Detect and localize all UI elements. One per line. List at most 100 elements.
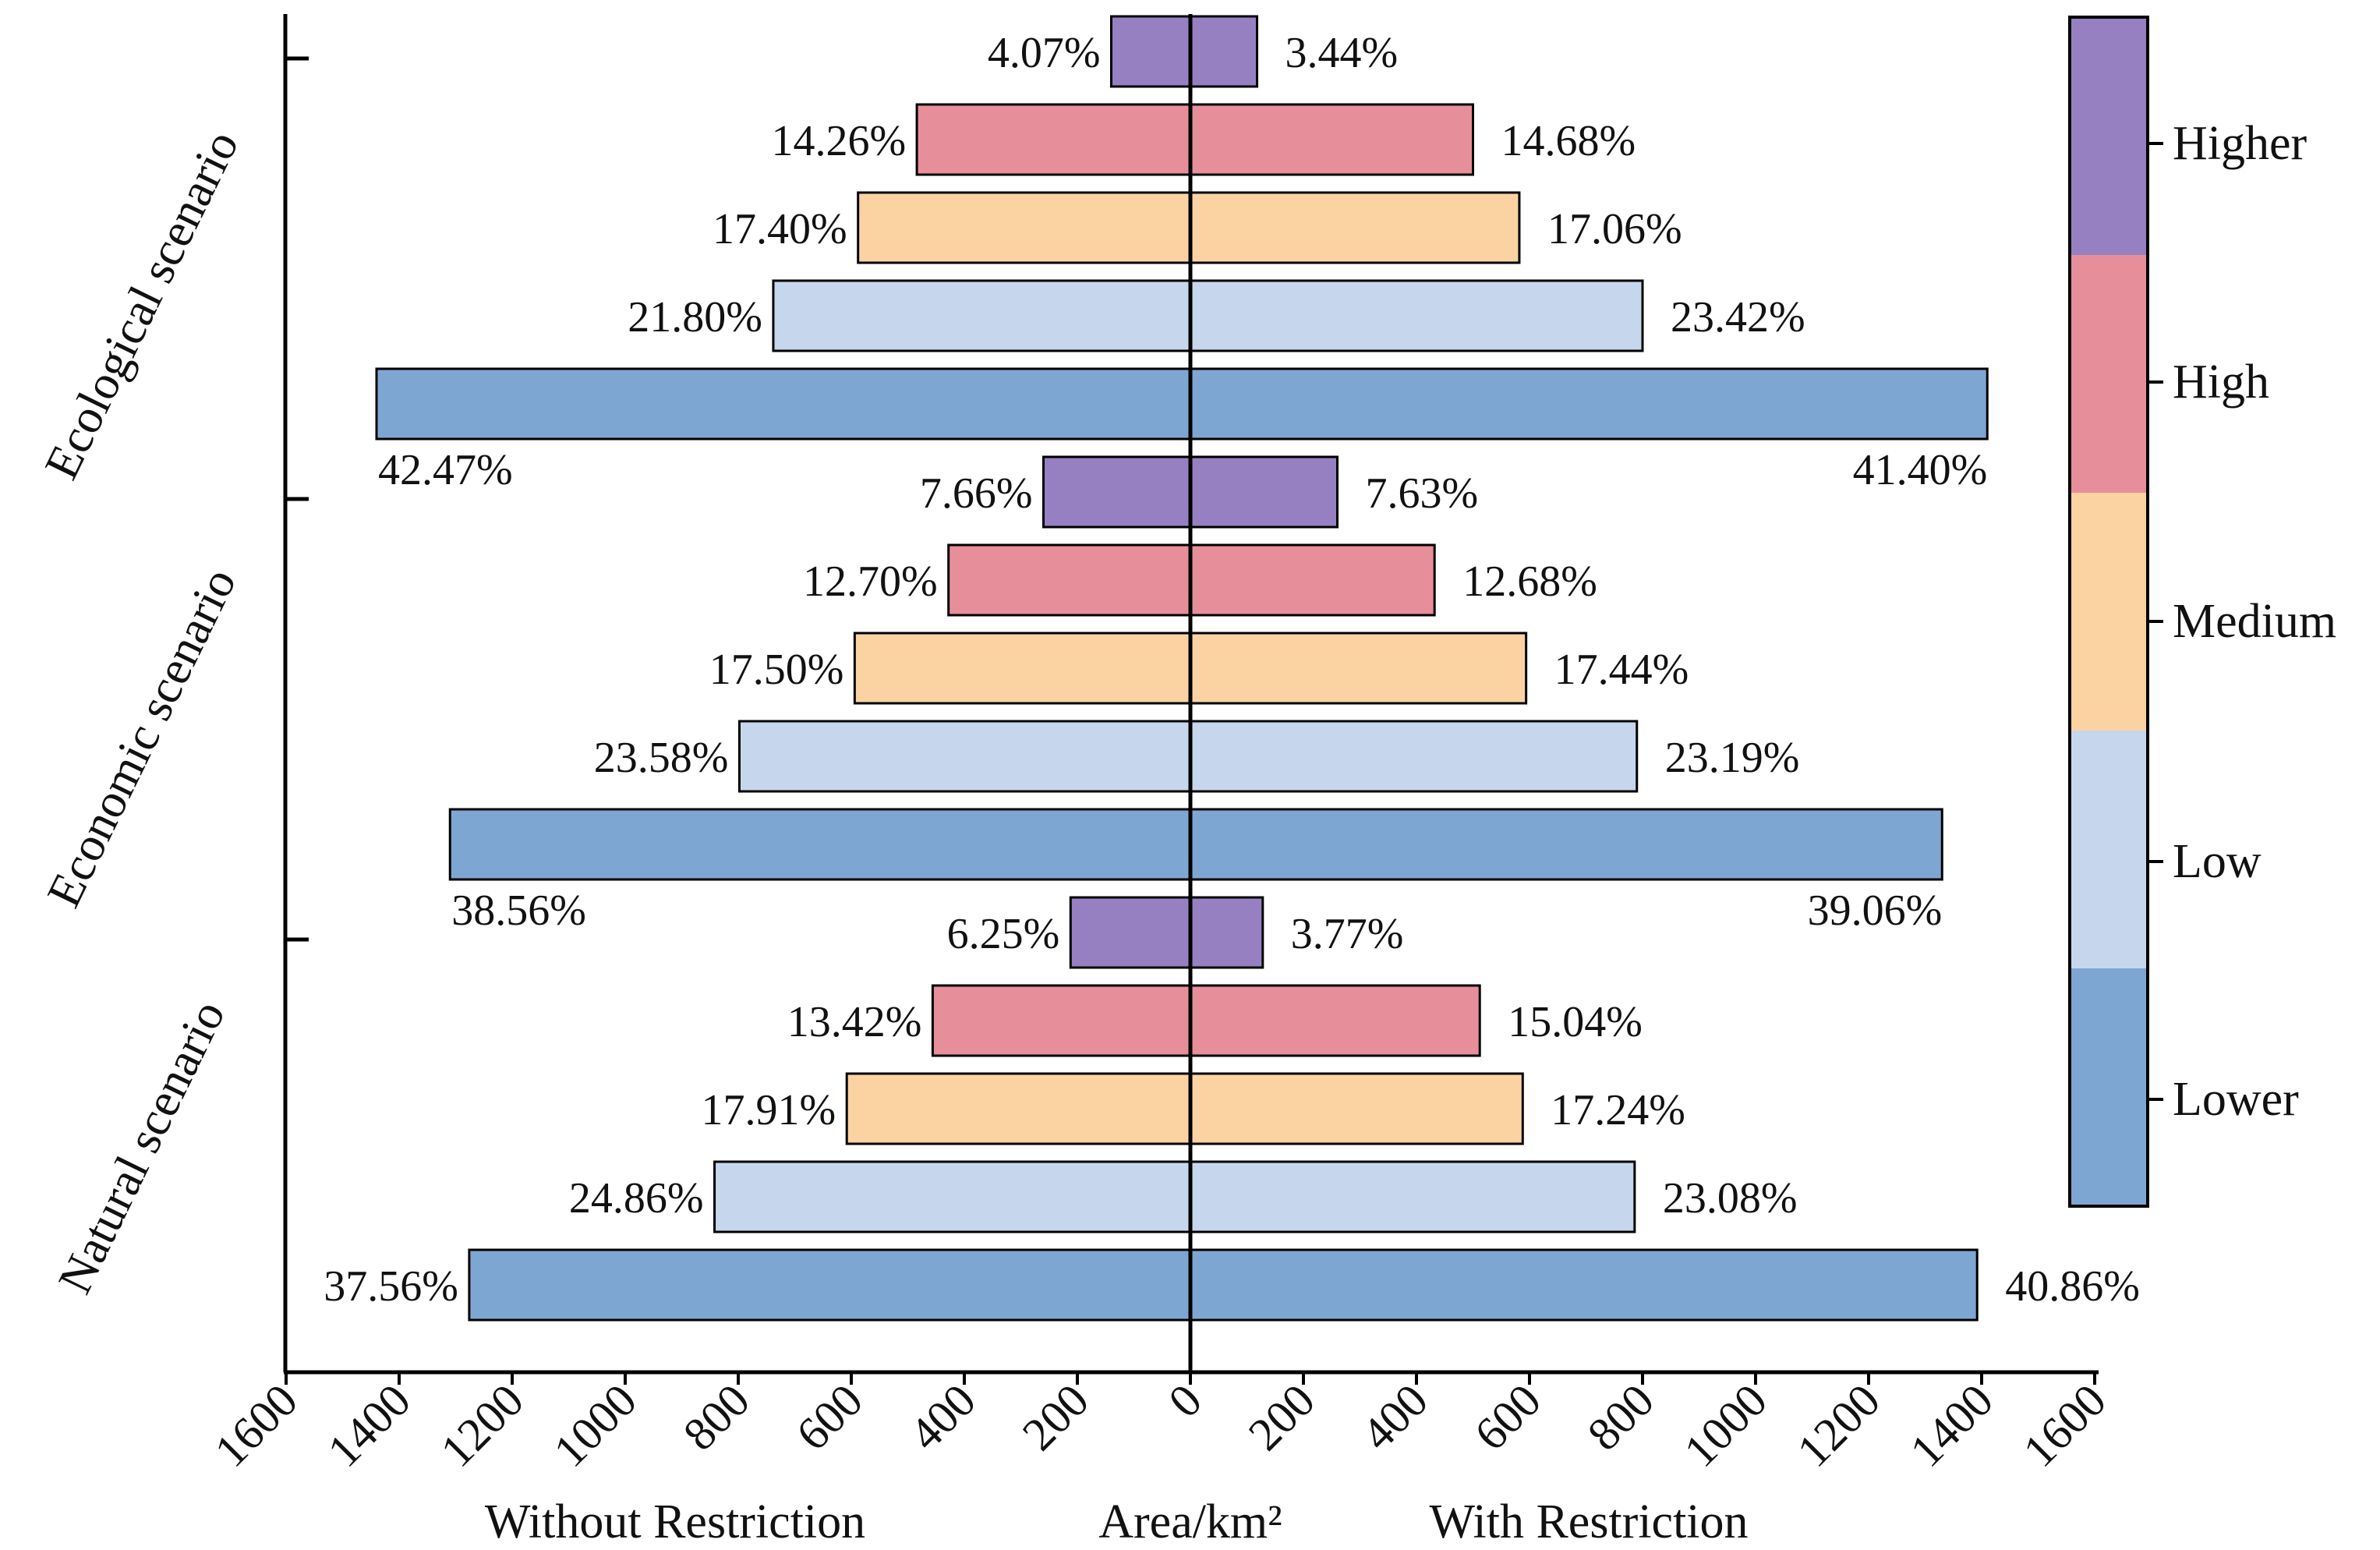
scenario-1-high-with-bar [1189,543,1436,617]
scenario-2-high-with-bar [1189,984,1481,1057]
scenario-label: Economic scenario [37,561,247,915]
legend-swatch-high [2070,255,2148,493]
x-tick-label: 1600 [205,1375,308,1477]
scenario-2-low-without-bar [713,1160,1192,1233]
legend-swatch-medium [2070,493,2148,731]
scenario-2-lower-without-label: 37.56% [324,1262,458,1311]
legend-frame [2068,16,2149,1208]
legend: Higher High Medium Low Lower [2068,16,2336,1208]
scenario-2-higher-with-label: 3.77% [1291,910,1404,958]
scenario-0-high-without-bar [915,103,1192,176]
scenario-2-low-with-label: 23.08% [1663,1174,1798,1223]
scenario-0-low-without-label: 21.80% [628,293,762,341]
scenario-0-medium-without-label: 17.40% [713,205,847,253]
scenario-2-lower-with-label: 40.86% [2005,1262,2140,1311]
scenario-1-medium-without-label: 17.50% [709,646,844,694]
axes-layer [283,14,2099,1375]
scenario-1-higher-without-label: 7.66% [920,469,1033,518]
scenario-0-higher-without-label: 4.07% [988,29,1101,77]
scenario-2-lower-without-bar [468,1248,1192,1322]
scenario-1-medium-with-bar [1189,632,1528,705]
x-tick-label: 1000 [544,1375,647,1477]
legend-swatch-low [2070,731,2148,968]
scenario-2-higher-with-bar [1189,896,1264,969]
scenario-1-lower-with-bar [1189,808,1943,881]
right-axis-title: With Restriction [1429,1495,1748,1548]
scenario-0-lower-with-label: 41.40% [1853,446,1988,494]
scenario-2-higher-without-label: 6.25% [947,910,1060,958]
scenario-1-low-without-bar [737,720,1192,793]
scenario-1-high-without-label: 12.70% [803,557,938,606]
scenario-1-lower-with-label: 39.06% [1808,886,1943,935]
scenario-2-higher-without-bar [1069,896,1192,969]
x-tick-label: 1200 [1788,1375,1890,1477]
x-tick-label: 600 [1465,1375,1551,1460]
scenario-1-high-with-label: 12.68% [1462,557,1597,606]
x-tick-label: 200 [1013,1375,1098,1460]
scenario-1-higher-with-label: 7.63% [1366,469,1479,518]
scenario-0-high-with-bar [1189,103,1474,176]
x-axis-title: Area/km² [1098,1495,1282,1548]
x-tick-label: 200 [1239,1375,1324,1460]
x-tick-label: 1000 [1674,1375,1777,1477]
x-tick-label: 400 [900,1375,985,1460]
x-tick-label: 400 [1352,1375,1438,1460]
scenario-0-medium-with-bar [1189,191,1521,264]
bars-layer [375,15,1989,1322]
scenario-1-low-without-label: 23.58% [594,734,729,782]
scenario-1-medium-with-label: 17.44% [1554,646,1689,694]
legend-label-higher: Higher [2173,117,2308,170]
scenario-2-medium-without-bar [845,1072,1192,1145]
x-tick-label: 600 [787,1375,872,1460]
scenario-1-high-without-bar [947,543,1192,617]
scenario-2-medium-without-label: 17.91% [702,1086,836,1134]
scenario-0-low-without-bar [772,279,1192,352]
x-tick-label: 800 [1578,1375,1664,1460]
x-tick-label: 1400 [318,1375,421,1477]
scenario-2-high-without-label: 13.42% [787,998,922,1046]
legend-label-lower: Lower [2173,1073,2299,1126]
x-tick-label: 0 [1158,1375,1211,1428]
scenario-label: Ecological scenario [35,122,249,487]
left-axis-title: Without Restriction [485,1495,865,1548]
scenario-0-lower-with-bar [1189,367,1989,441]
scenario-2-medium-with-label: 17.24% [1551,1086,1685,1134]
scenario-1-low-with-bar [1189,720,1639,793]
scenario-1-medium-without-bar [853,632,1192,705]
scenario-0-lower-without-bar [375,367,1192,441]
x-tick-label: 800 [674,1375,759,1460]
scenario-2-medium-with-bar [1189,1072,1524,1145]
scenario-1-lower-without-bar [448,808,1192,881]
scenario-1-low-with-label: 23.19% [1665,734,1800,782]
scenario-1-higher-with-bar [1189,455,1339,529]
scenario-0-high-without-label: 14.26% [771,117,906,165]
scenario-0-low-with-bar [1189,279,1644,352]
scenario-0-medium-with-label: 17.06% [1547,205,1682,253]
scenario-0-medium-without-bar [857,191,1192,264]
scenario-2-low-without-label: 24.86% [569,1174,704,1223]
scenario-0-higher-with-bar [1189,15,1259,88]
labels-layer: 4.07% 3.44% 14.26% 14.68% 17.40% 17.06% 21.80%… [324,29,2140,1311]
legend-swatch-lower [2070,968,2148,1206]
scenario-0-lower-without-label: 42.47% [378,446,513,494]
scenario-labels: Ecological scenario Economic scenario Natu… [35,122,249,1301]
legend-swatch-higher [2070,17,2148,255]
scenario-label: Natural scenario [48,993,235,1301]
legend-label-high: High [2173,356,2269,409]
scenario-0-high-with-label: 14.68% [1501,117,1636,165]
scenario-2-high-without-bar [931,984,1192,1057]
scenario-1-higher-without-bar [1042,455,1192,529]
scenario-0-higher-with-label: 3.44% [1285,29,1399,77]
scenario-2-lower-with-bar [1189,1248,1979,1322]
scenario-0-low-with-label: 23.42% [1671,293,1805,341]
scenario-2-low-with-bar [1189,1160,1636,1233]
scenario-0-higher-without-bar [1110,15,1192,88]
legend-label-medium: Medium [2173,595,2336,648]
scenario-2-high-with-label: 15.04% [1508,998,1643,1046]
x-tick-label: 1200 [431,1375,534,1477]
x-tick-label: 1400 [1901,1375,2003,1477]
x-tick-label: 1600 [2014,1375,2117,1477]
scenario-1-lower-without-label: 38.56% [451,886,586,935]
legend-label-low: Low [2173,835,2262,888]
